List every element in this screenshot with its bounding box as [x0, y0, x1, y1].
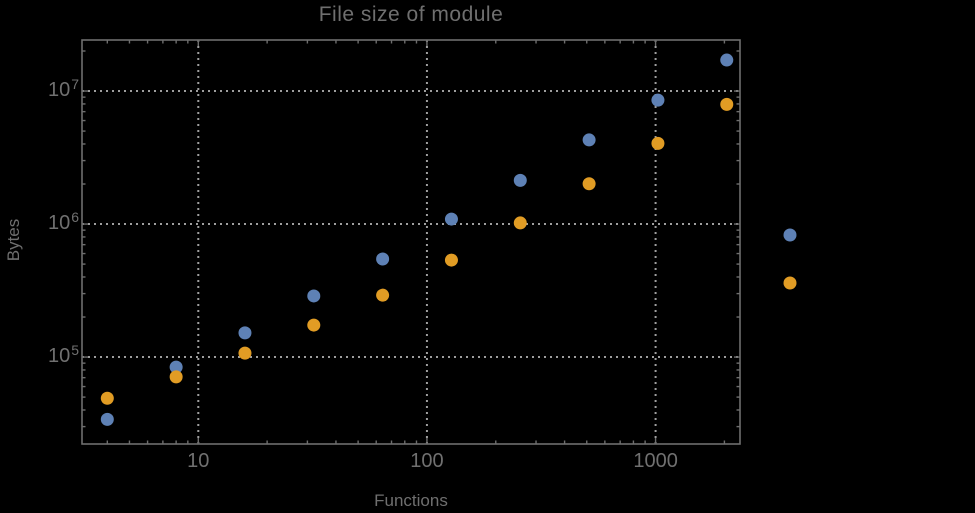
y-tick-base: 10: [47, 212, 71, 235]
y-tick-exponent: 5: [71, 342, 79, 359]
data-point-series-2-orange: [238, 346, 252, 360]
y-tick-base: 10: [47, 79, 71, 102]
x-tick-label-100: 100: [410, 450, 444, 472]
data-point-series-2-orange: [376, 288, 390, 302]
plot-title: File size of module: [318, 3, 504, 26]
data-point-series-1-blue: [444, 212, 458, 226]
y-tick-exponent: 6: [71, 209, 79, 226]
data-point-series-1-blue: [307, 289, 321, 303]
data-point-series-1-blue: [651, 93, 665, 107]
data-point-series-1-blue: [376, 252, 390, 266]
x-axis-label: Functions: [374, 491, 448, 510]
y-tick-base: 10: [47, 345, 71, 368]
y-tick-exponent: 7: [71, 76, 79, 93]
data-point-series-1-blue: [169, 360, 183, 374]
y-tick-label-10e6: 106: [47, 209, 79, 235]
data-point-series-2-orange: [100, 391, 114, 405]
plot-frame: [81, 39, 741, 445]
y-tick-label-10e7: 107: [47, 76, 79, 102]
data-point-series-1-blue: [100, 412, 114, 426]
x-tick-label-10: 10: [187, 450, 210, 472]
data-point-series-1-blue: [513, 173, 527, 187]
data-point-series-1-blue: [238, 326, 252, 340]
data-point-series-2-orange: [513, 216, 527, 230]
data-point-series-2-orange: [720, 97, 734, 111]
x-tick-label-1000: 1000: [633, 450, 678, 472]
data-point-series-1-blue: [582, 133, 596, 147]
y-axis-label: Bytes: [4, 218, 23, 262]
data-point-series-2-orange: [169, 370, 183, 384]
data-point-series-2-orange: [651, 136, 665, 150]
y-tick-label-10e5: 105: [47, 342, 79, 368]
data-point-series-2-orange: [307, 318, 321, 332]
data-point-series-2-orange: [444, 253, 458, 267]
legend-marker-1: [783, 228, 797, 242]
legend-marker-2: [783, 276, 797, 290]
data-point-series-1-blue: [720, 53, 734, 67]
data-point-series-2-orange: [582, 177, 596, 191]
